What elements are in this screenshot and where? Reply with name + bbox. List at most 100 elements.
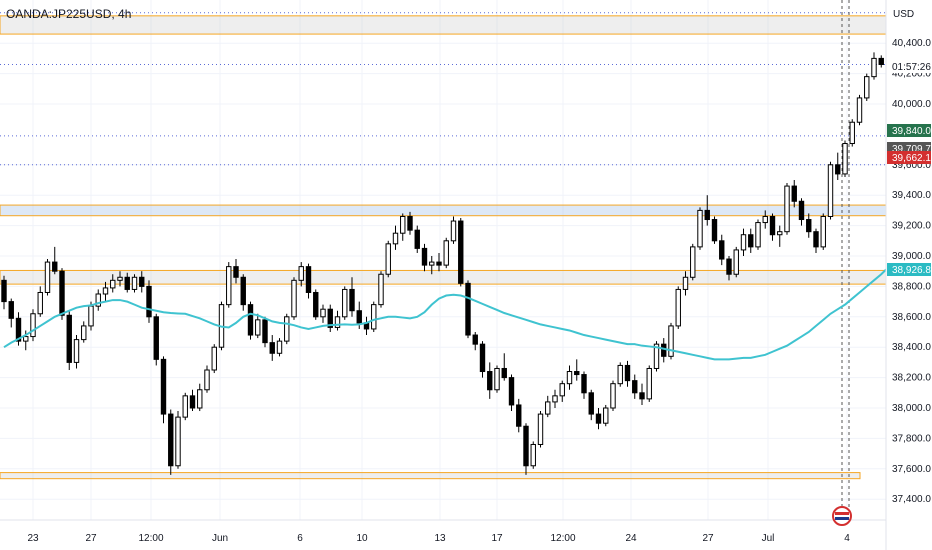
x-tick-label: 12:00 (550, 533, 575, 544)
y-tick-label: 40,000.0 (892, 99, 931, 110)
candle-body (139, 276, 145, 287)
candle-body (117, 276, 123, 281)
y-tick-label: 39,400.0 (892, 190, 931, 201)
y-tick-label: 37,400.0 (892, 494, 931, 505)
candle-body (211, 346, 217, 371)
candle-body (175, 416, 181, 467)
price-tag-label: 39,662.1 (892, 153, 931, 164)
candle-body (639, 392, 645, 400)
candle-body (124, 276, 130, 290)
x-tick-label: 27 (85, 533, 97, 544)
candle-body (240, 276, 246, 306)
price-tag-bg (887, 124, 931, 137)
candle-body (871, 57, 877, 78)
countdown-label: 01:57:26 (892, 62, 931, 73)
candle-body (842, 143, 848, 175)
candle-body (378, 273, 384, 306)
candle-body (479, 343, 486, 373)
candle-body (356, 310, 362, 324)
candle-body (269, 342, 275, 354)
candle-body (8, 301, 14, 319)
candle-body (755, 222, 761, 248)
candle-body (878, 57, 884, 65)
y-tick-label: 38,200.0 (892, 373, 931, 384)
candle-body (334, 316, 341, 328)
candle-body (697, 209, 703, 248)
candle-body (262, 319, 268, 344)
candle-body (545, 401, 551, 415)
flag-icon[interactable] (832, 506, 852, 526)
candle-body (160, 358, 167, 415)
x-tick-label: 23 (27, 533, 39, 544)
candle-body (73, 339, 80, 363)
candle-body (81, 325, 87, 341)
x-tick-label: 13 (434, 533, 446, 544)
candlestick-series (1, 52, 884, 475)
candle-body (835, 164, 841, 175)
candle-body (530, 443, 536, 467)
candle-body (131, 276, 138, 290)
y-tick-label: 39,600.0 (892, 160, 931, 171)
candle-body (719, 240, 725, 260)
candle-body (537, 413, 544, 445)
countdown-bg (887, 59, 931, 73)
candle-body (798, 200, 805, 221)
x-tick-label: 12:00 (138, 533, 163, 544)
candle-body (458, 220, 464, 284)
chart-grid (0, 0, 886, 520)
y-tick-label: 38,600.0 (892, 312, 931, 323)
candle-body (284, 316, 290, 342)
symbol-label[interactable]: OANDA:JP225USD, 4h (6, 7, 132, 21)
candle-body (429, 261, 435, 266)
candle-body (342, 288, 348, 318)
candle-body (59, 270, 65, 316)
price-tag-bg (887, 151, 931, 164)
candle-body (37, 291, 43, 315)
y-tick-label: 37,600.0 (892, 464, 931, 475)
candle-body (566, 371, 573, 385)
price-tag-label: 39,840.0 (892, 126, 931, 137)
candle-body (588, 392, 594, 415)
candle-body (624, 364, 631, 382)
y-tick-label: 38,800.0 (892, 281, 931, 292)
candle-body (559, 383, 565, 397)
time-axis[interactable]: 23 27 12:00 Jun 6 10 13 17 12:00 24 27 Jul 4 (0, 519, 886, 544)
y-tick-label: 40,200.0 (892, 69, 931, 80)
candle-body (595, 413, 602, 424)
candle-body (552, 395, 558, 403)
candle-body (740, 234, 747, 251)
candle-body (298, 266, 304, 281)
candle-body (632, 380, 638, 394)
candle-body (30, 313, 36, 338)
candle-body (327, 308, 333, 328)
x-tick-label: 6 (297, 533, 303, 544)
y-tick-label: 39,200.0 (892, 221, 931, 232)
candle-body (414, 229, 420, 249)
candle-body (523, 425, 529, 467)
currency-label: USD (893, 9, 914, 20)
candle-body (349, 288, 355, 312)
price-axis[interactable]: USD 40,400.0 40,200.0 40,000.0 39,600.0 39,40… (885, 0, 932, 550)
candle-body (44, 261, 51, 293)
candle-body (146, 285, 152, 318)
candle-body (385, 243, 391, 275)
price-tag-bg (887, 263, 931, 276)
candle-body (617, 364, 623, 385)
y-tick-label: 37,800.0 (892, 433, 931, 444)
ma-line (3, 266, 890, 361)
candle-body (313, 291, 319, 318)
candle-body (813, 231, 819, 248)
x-tick-label: 27 (702, 533, 714, 544)
support-resistance-zones (0, 15, 887, 480)
x-tick-label: 4 (844, 533, 850, 544)
candle-body (226, 266, 232, 306)
x-tick-label: Jun (212, 533, 228, 544)
candle-body (653, 343, 660, 369)
candle-body (400, 215, 406, 234)
candle-body (168, 413, 174, 467)
zone-band (0, 15, 887, 35)
candle-body (52, 261, 58, 272)
zone-band (0, 204, 887, 217)
candle-body (421, 247, 428, 266)
